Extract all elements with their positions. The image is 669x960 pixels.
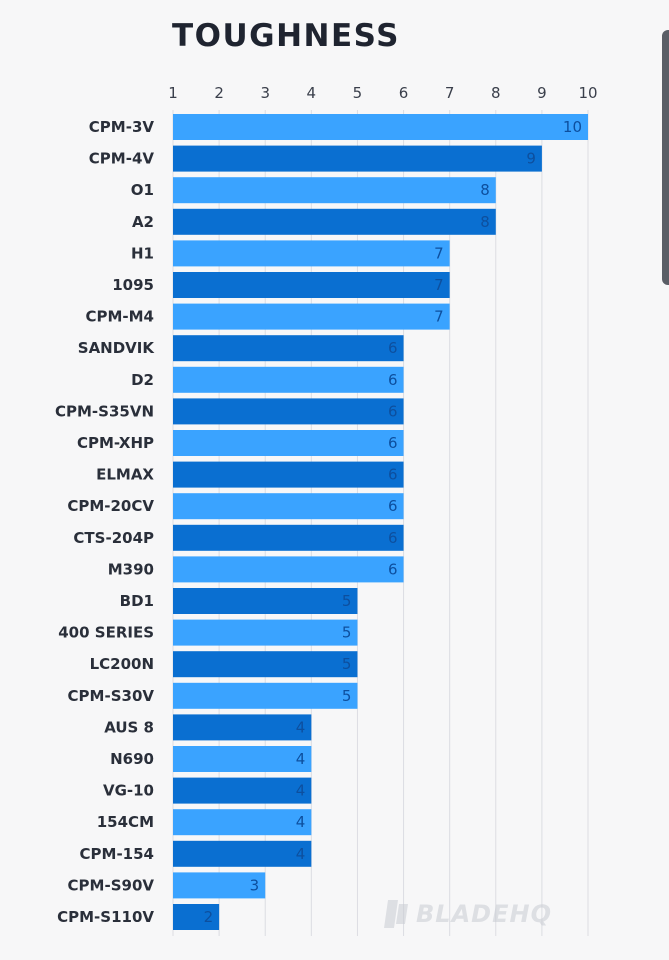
bar: [173, 904, 220, 930]
bar-value-label: 6: [388, 402, 398, 420]
x-tick-label: 3: [260, 84, 270, 102]
bar-value-label: 6: [388, 466, 398, 484]
bar-value-label: 6: [388, 371, 398, 389]
bar: [173, 524, 404, 551]
category-label: 154CM: [97, 813, 154, 831]
x-tick-label: 9: [537, 84, 547, 102]
bar: [173, 114, 588, 140]
category-label: LC200N: [90, 655, 154, 673]
x-tick-label: 8: [491, 84, 501, 102]
bar-value-label: 10: [563, 118, 582, 136]
category-label: SANDVIK: [78, 339, 156, 357]
bar-value-label: 6: [388, 434, 398, 452]
bladehq-logo-icon: [384, 900, 408, 928]
bar-value-label: 9: [526, 150, 536, 168]
bar: [173, 872, 266, 899]
x-tick-label: 7: [445, 84, 455, 102]
category-label: CPM-20CV: [67, 497, 154, 515]
bar-value-label: 4: [296, 718, 306, 736]
category-label: 1095: [112, 276, 154, 294]
bar: [173, 303, 450, 330]
bar-value-label: 2: [204, 908, 214, 926]
category-label: D2: [131, 371, 154, 389]
bar-value-label: 3: [250, 876, 260, 894]
bar: [173, 335, 404, 362]
category-label: CPM-S90V: [68, 876, 155, 894]
bar-value-label: 5: [342, 687, 352, 705]
bar-value-label: 5: [342, 655, 352, 673]
x-tick-label: 10: [578, 84, 597, 102]
chart-title: TOUGHNESS: [172, 18, 400, 54]
bar: [173, 208, 496, 235]
category-label: CPM-154: [80, 845, 154, 863]
bar-value-label: 7: [434, 276, 444, 294]
category-label: M390: [108, 560, 154, 578]
bar-value-label: 5: [342, 624, 352, 642]
bar: [173, 840, 312, 867]
bar-value-label: 4: [296, 845, 306, 863]
bar: [173, 272, 450, 298]
bar: [173, 177, 496, 204]
bar-value-label: 7: [434, 244, 444, 262]
x-tick-label: 2: [214, 84, 224, 102]
category-label: H1: [131, 244, 154, 262]
category-label: CPM-XHP: [77, 434, 154, 452]
bar: [173, 777, 312, 804]
category-label: BD1: [120, 592, 154, 610]
category-label: 400 SERIES: [58, 624, 154, 642]
category-label: CPM-S110V: [57, 908, 154, 926]
watermark: BLADEHQ: [382, 898, 552, 930]
bar: [173, 556, 404, 583]
bar: [173, 746, 312, 772]
category-label: CPM-S30V: [68, 687, 155, 705]
bar: [173, 240, 450, 267]
bar: [173, 682, 358, 709]
x-tick-label: 4: [307, 84, 317, 102]
x-tick-label: 1: [168, 84, 178, 102]
bar-value-label: 7: [434, 308, 444, 326]
category-label: CPM-3V: [89, 118, 155, 136]
scrollbar-handle[interactable]: [662, 30, 669, 285]
bar: [173, 493, 404, 520]
category-label: CPM-M4: [85, 308, 154, 326]
bar: [173, 809, 312, 836]
category-label: N690: [110, 750, 154, 768]
category-label: AUS 8: [104, 718, 154, 736]
category-label: O1: [131, 181, 154, 199]
bar-value-label: 4: [296, 782, 306, 800]
bar: [173, 366, 404, 393]
watermark-text: BLADEHQ: [416, 900, 552, 928]
bar: [173, 619, 358, 646]
bar-value-label: 8: [480, 213, 490, 231]
bar-value-label: 6: [388, 497, 398, 515]
bar: [173, 398, 404, 425]
bar-value-label: 5: [342, 592, 352, 610]
category-label: A2: [132, 213, 154, 231]
bar: [173, 588, 358, 614]
bar-value-label: 6: [388, 339, 398, 357]
bar: [173, 651, 358, 678]
x-tick-label: 6: [399, 84, 409, 102]
bar-value-label: 4: [296, 750, 306, 768]
bar-value-label: 6: [388, 529, 398, 547]
x-tick-label: 5: [353, 84, 363, 102]
bar-value-label: 4: [296, 813, 306, 831]
bar: [173, 430, 404, 456]
category-label: VG-10: [103, 782, 154, 800]
category-label: CPM-4V: [89, 150, 155, 168]
category-label: CTS-204P: [73, 529, 154, 547]
bar: [173, 145, 542, 172]
bar-value-label: 8: [480, 181, 490, 199]
bar: [173, 714, 312, 741]
bar-value-label: 6: [388, 560, 398, 578]
category-label: ELMAX: [96, 466, 154, 484]
category-label: CPM-S35VN: [55, 402, 154, 420]
bar: [173, 461, 404, 488]
